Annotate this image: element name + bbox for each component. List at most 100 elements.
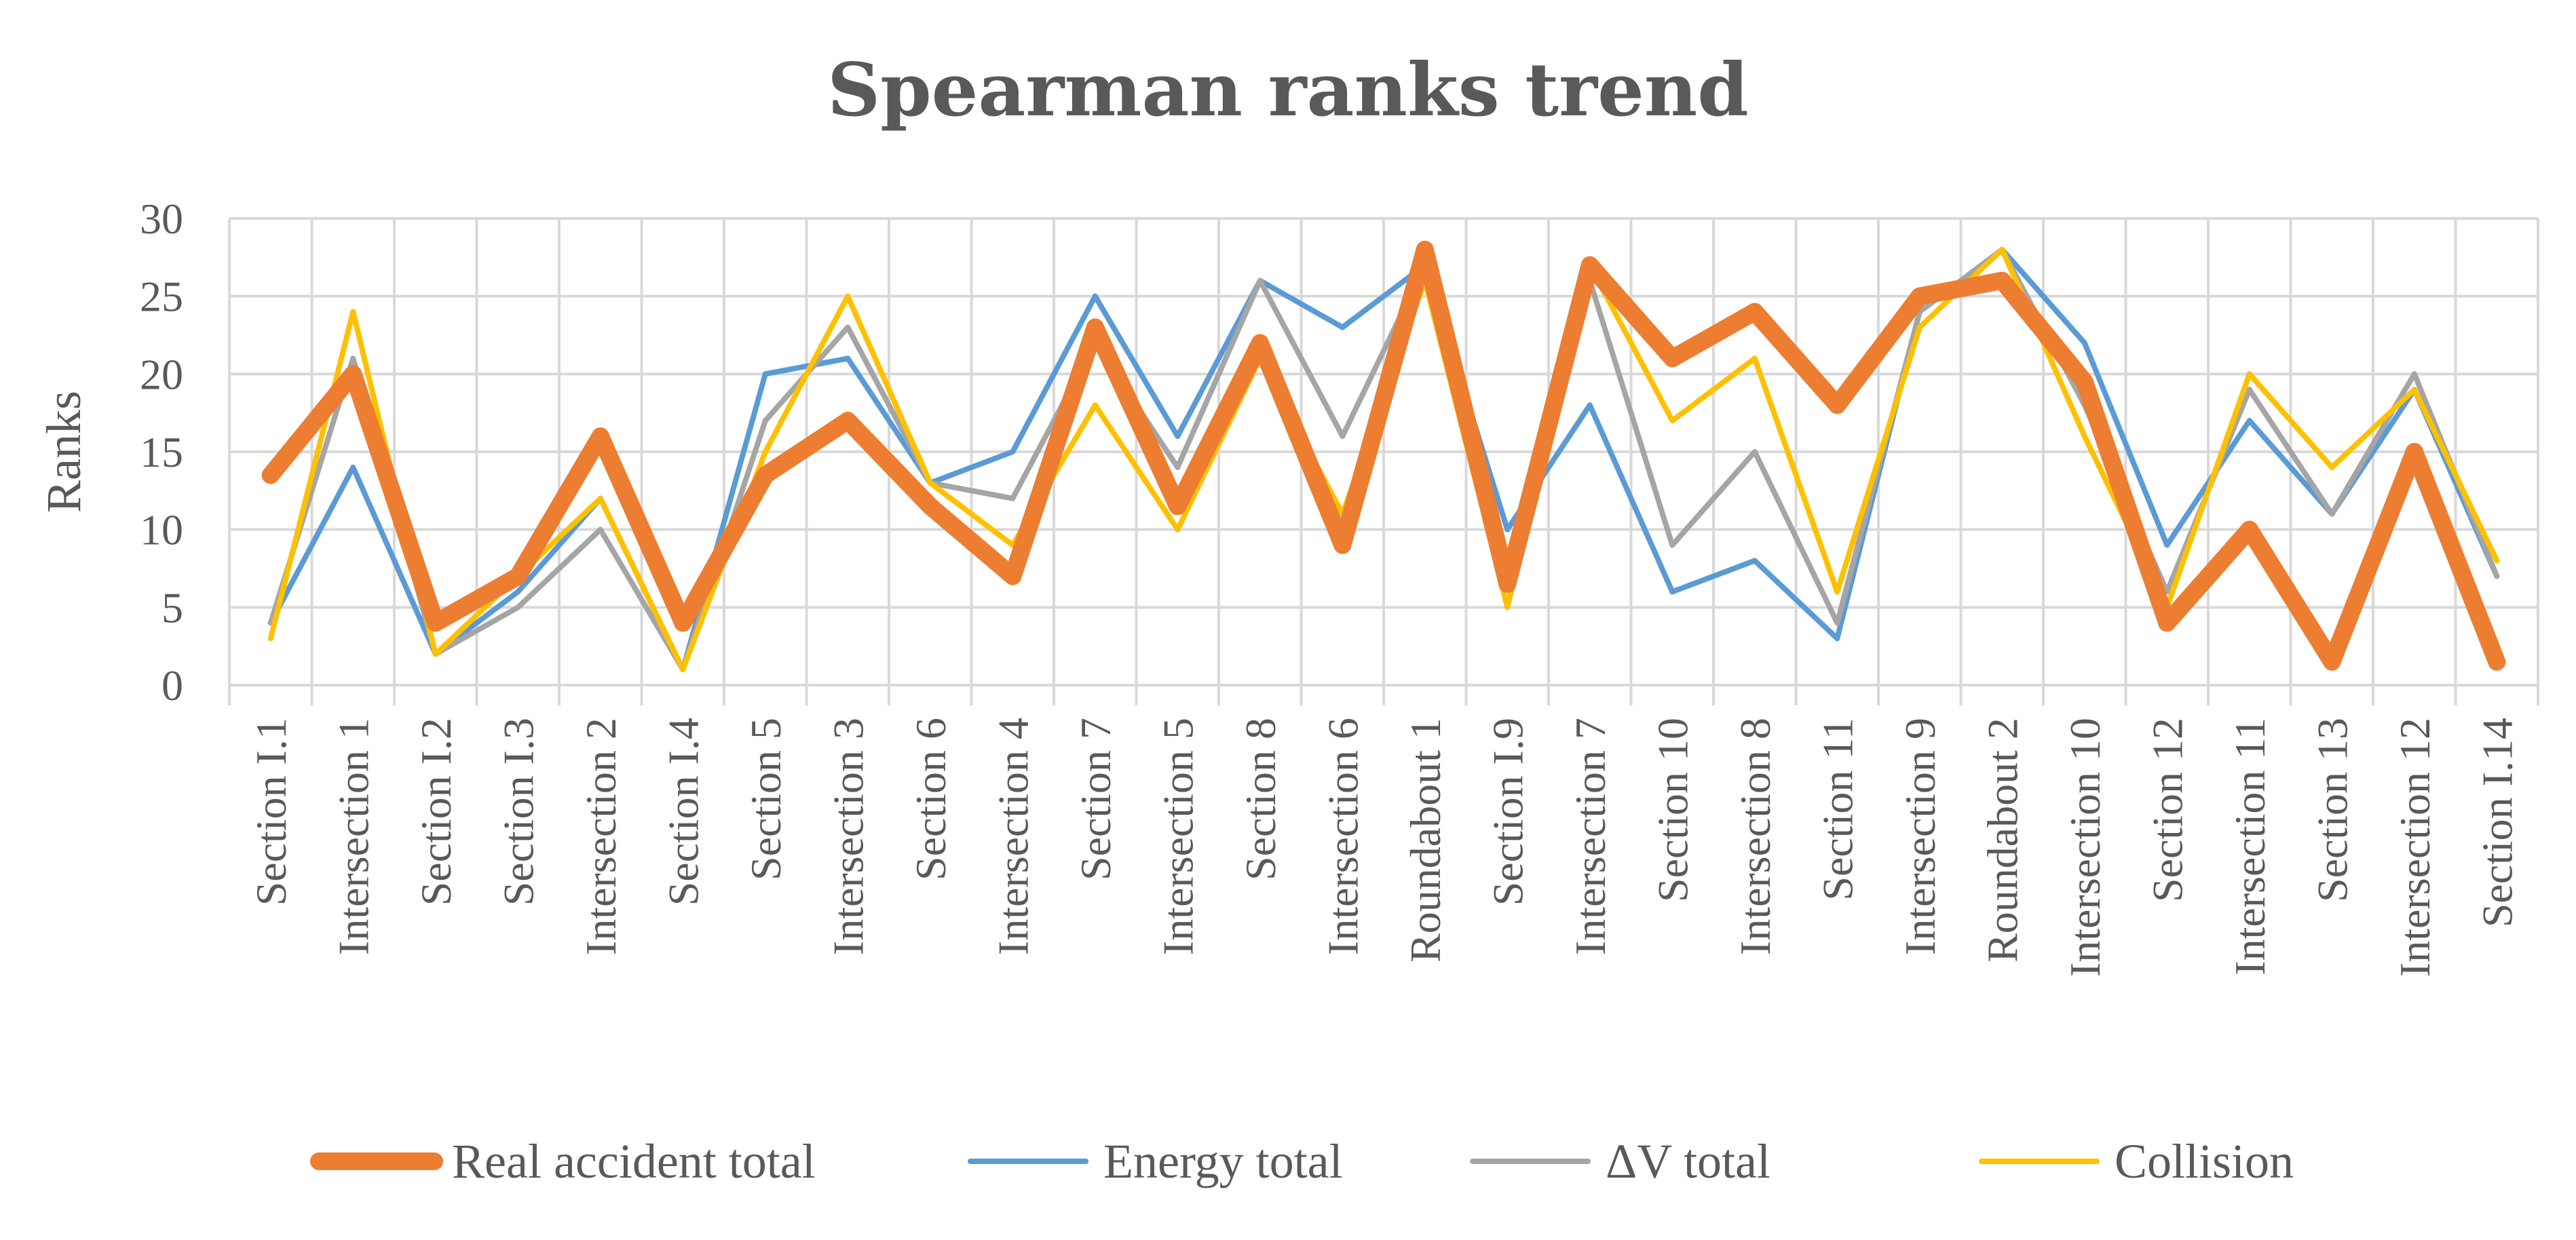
x-tick-label: Intersection 5 (1154, 718, 1202, 955)
data-point (1669, 589, 1675, 595)
x-tick-label: Intersection 9 (1896, 718, 1944, 955)
legend-label: Energy total (1103, 1134, 1343, 1188)
data-point (1004, 567, 1022, 585)
data-point (432, 651, 438, 657)
data-point (839, 412, 857, 430)
x-tick-label: Section I.2 (412, 718, 460, 906)
data-point (1010, 449, 1016, 454)
data-point (350, 355, 356, 362)
data-point (2075, 372, 2094, 391)
x-tick-label: Intersection 10 (2061, 718, 2109, 977)
data-point (1828, 396, 1846, 414)
data-point (2246, 371, 2252, 377)
data-point (1916, 324, 1922, 330)
data-point (1587, 402, 1593, 408)
data-point (2246, 418, 2252, 424)
data-point (2081, 433, 2087, 440)
data-point (1175, 464, 1181, 470)
data-point (426, 614, 444, 632)
y-tick-label: 15 (140, 428, 183, 476)
series-line-real-accident-total (261, 240, 2506, 671)
legend-item-real-accident-total: Real accident total (310, 1134, 816, 1188)
data-point (1663, 349, 1682, 368)
data-point (2494, 573, 2500, 579)
x-tick-label: Intersection 2 (577, 718, 625, 955)
data-point (1175, 526, 1181, 532)
data-point (2329, 511, 2335, 517)
data-point (1504, 604, 1511, 611)
data-point (1580, 256, 1599, 274)
chart-title: Spearman ranks trend (827, 47, 1749, 133)
data-point (350, 464, 356, 470)
y-tick-label: 25 (140, 273, 183, 321)
x-tick-label: Intersection 6 (1319, 718, 1367, 955)
data-point (1010, 495, 1016, 501)
data-point (1169, 497, 1187, 516)
legend-item-collision: Collision (1979, 1134, 2294, 1188)
x-tick-label: Section 7 (1072, 718, 1120, 880)
data-point (267, 636, 273, 642)
x-tick-label: Intersection 8 (1731, 718, 1779, 955)
data-point (1340, 433, 1346, 440)
legend: Real accident total Energy total ΔV total C… (310, 1134, 2294, 1188)
data-point (1416, 240, 1434, 258)
data-point (762, 371, 768, 377)
data-point (344, 365, 362, 383)
data-point (2081, 340, 2087, 346)
x-tick-label: Section 5 (742, 718, 790, 880)
x-tick-label: Section 11 (1813, 718, 1861, 901)
data-point (1834, 589, 1840, 595)
x-tick-label: Section 13 (2308, 718, 2356, 902)
x-tick-label: Section I.1 (247, 718, 295, 906)
legend-label: Real accident total (452, 1134, 816, 1188)
data-point (1999, 246, 2005, 252)
data-point (680, 667, 686, 673)
x-tick-label: Section I.3 (494, 718, 542, 906)
x-axis-ticks: Section I.1 Intersection 1 Section I.2 Sect… (247, 718, 2522, 977)
series-lines (261, 240, 2506, 673)
data-point (1086, 318, 1104, 336)
data-point (1092, 293, 1098, 299)
data-point (1751, 355, 1758, 362)
data-point (762, 418, 768, 424)
data-point (261, 466, 280, 484)
x-tick-label: Intersection 4 (989, 718, 1037, 955)
data-point (1751, 449, 1758, 454)
data-point (2246, 387, 2252, 393)
x-tick-label: Intersection 1 (329, 718, 377, 955)
x-tick-label: Intersection 11 (2226, 718, 2274, 975)
data-point (1340, 324, 1346, 330)
y-axis-title: Ranks (37, 391, 91, 513)
x-tick-label: Intersection 7 (1566, 718, 1614, 955)
x-tick-label: Intersection 3 (824, 718, 872, 955)
data-point (1251, 334, 1269, 352)
data-point (1669, 418, 1675, 424)
data-point (921, 497, 939, 516)
data-point (1834, 620, 1840, 626)
legend-label: ΔV total (1606, 1134, 1770, 1188)
data-point (762, 449, 768, 454)
legend-item-v-total: ΔV total (1470, 1134, 1770, 1188)
data-point (597, 526, 603, 532)
x-tick-label: Section 8 (1236, 718, 1285, 880)
data-point (1751, 558, 1758, 564)
x-tick-label: Section 12 (2143, 718, 2191, 902)
data-point (674, 614, 692, 632)
legend-item-energy-total: Energy total (968, 1134, 1343, 1188)
data-point (927, 480, 933, 486)
data-point (1175, 433, 1181, 440)
data-point (1993, 271, 2011, 290)
data-point (2323, 653, 2341, 671)
x-tick-label: Section I.9 (1483, 718, 1532, 906)
y-tick-label: 0 (162, 661, 183, 710)
y-tick-label: 10 (140, 506, 183, 554)
data-point (1333, 536, 1352, 554)
data-point (2329, 464, 2335, 470)
data-point (597, 495, 603, 501)
data-point (2405, 443, 2423, 461)
data-point (845, 355, 851, 362)
data-point (2488, 653, 2506, 671)
legend-label: Collision (2115, 1134, 2294, 1188)
data-point (845, 293, 851, 299)
